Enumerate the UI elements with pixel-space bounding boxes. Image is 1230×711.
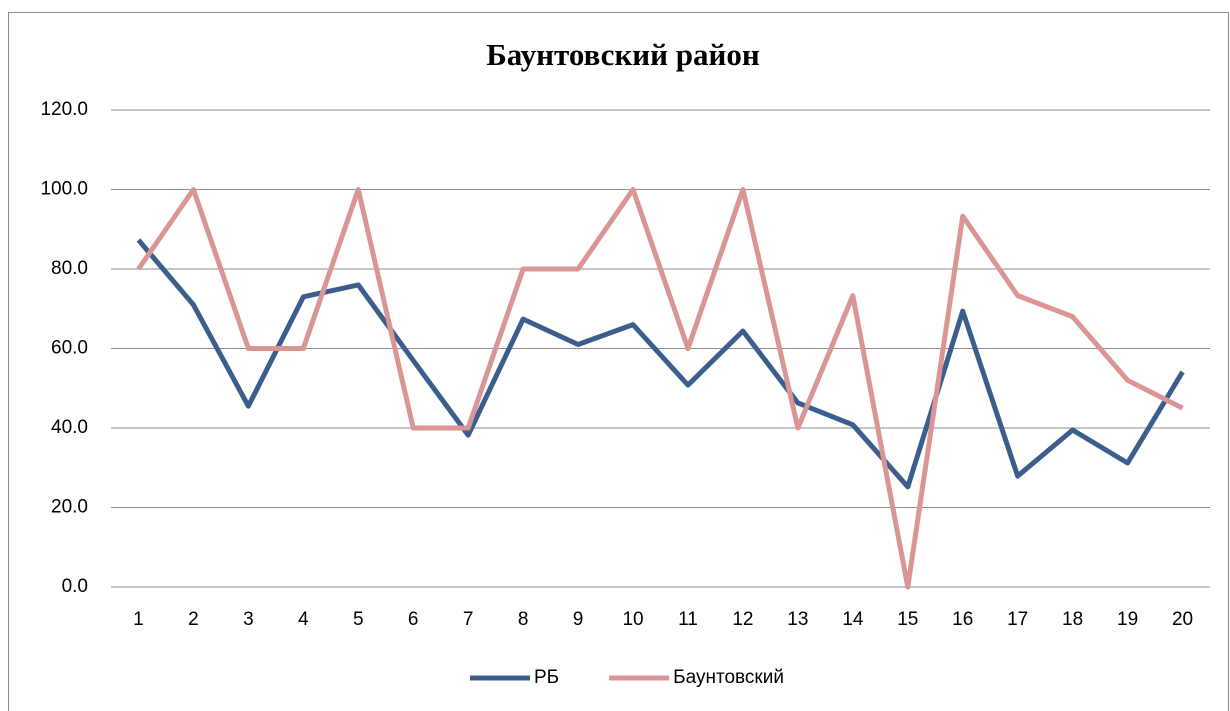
x-tick-label: 20	[1172, 609, 1193, 630]
legend-label: Баунтовский	[673, 667, 784, 688]
x-tick-label: 14	[842, 609, 864, 630]
x-tick-label: 1	[133, 609, 144, 630]
x-tick-label: 2	[188, 609, 199, 630]
x-tick-label: 11	[678, 609, 698, 630]
x-tick-label: 10	[622, 609, 643, 630]
y-tick-label: 100.0	[40, 179, 88, 200]
chart-border	[8, 12, 1229, 711]
x-tick-label: 18	[1062, 609, 1083, 630]
legend-label: РБ	[534, 667, 559, 688]
x-tick-label: 15	[897, 609, 918, 630]
series-line	[136, 187, 1184, 590]
y-tick-label: 0.0	[62, 576, 88, 597]
series-line	[136, 238, 1185, 490]
y-tick-label: 80.0	[51, 258, 88, 279]
x-tick-label: 19	[1117, 609, 1138, 630]
y-tick-label: 40.0	[51, 417, 88, 438]
x-tick-label: 6	[408, 609, 419, 630]
x-tick-label: 4	[298, 609, 309, 630]
y-tick-label: 60.0	[51, 338, 88, 359]
y-tick-label: 120.0	[40, 99, 88, 120]
x-tick-label: 16	[952, 609, 973, 630]
x-tick-label: 5	[353, 609, 364, 630]
x-tick-label: 7	[463, 609, 474, 630]
x-tick-label: 9	[573, 609, 584, 630]
x-tick-label: 17	[1007, 609, 1028, 630]
y-tick-label: 20.0	[51, 497, 88, 518]
x-tick-label: 8	[518, 609, 529, 630]
x-tick-label: 3	[243, 609, 254, 630]
x-tick-label: 12	[732, 609, 753, 630]
chart-title: Баунтовский район	[486, 37, 760, 72]
x-tick-label: 13	[787, 609, 808, 630]
